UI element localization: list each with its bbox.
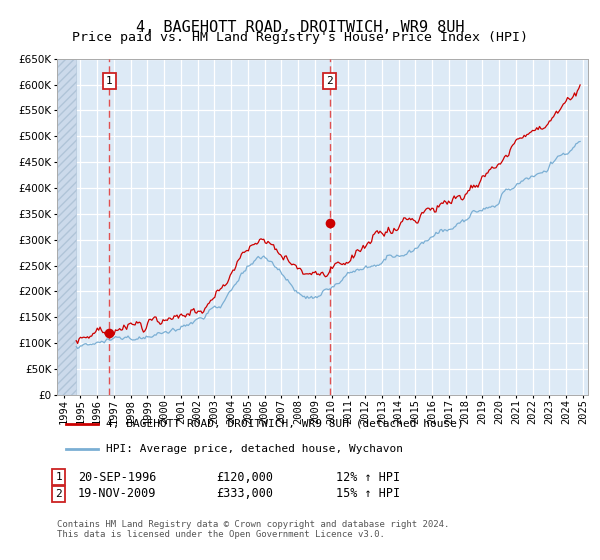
- Text: 19-NOV-2009: 19-NOV-2009: [78, 487, 157, 501]
- Text: 2: 2: [55, 489, 62, 499]
- Text: 12% ↑ HPI: 12% ↑ HPI: [336, 470, 400, 484]
- Text: £333,000: £333,000: [216, 487, 273, 501]
- Text: 1: 1: [106, 76, 113, 86]
- Text: Contains HM Land Registry data © Crown copyright and database right 2024.
This d: Contains HM Land Registry data © Crown c…: [57, 520, 449, 539]
- Bar: [57, 59, 76, 395]
- Text: 15% ↑ HPI: 15% ↑ HPI: [336, 487, 400, 501]
- Text: HPI: Average price, detached house, Wychavon: HPI: Average price, detached house, Wych…: [107, 444, 404, 454]
- Text: 4, BAGEHOTT ROAD, DROITWICH, WR9 8UH: 4, BAGEHOTT ROAD, DROITWICH, WR9 8UH: [136, 20, 464, 35]
- Text: 2: 2: [326, 76, 333, 86]
- Text: 1: 1: [55, 472, 62, 482]
- Text: Price paid vs. HM Land Registry's House Price Index (HPI): Price paid vs. HM Land Registry's House …: [72, 31, 528, 44]
- Text: 20-SEP-1996: 20-SEP-1996: [78, 470, 157, 484]
- Text: £120,000: £120,000: [216, 470, 273, 484]
- Text: 4, BAGEHOTT ROAD, DROITWICH, WR9 8UH (detached house): 4, BAGEHOTT ROAD, DROITWICH, WR9 8UH (de…: [107, 419, 464, 429]
